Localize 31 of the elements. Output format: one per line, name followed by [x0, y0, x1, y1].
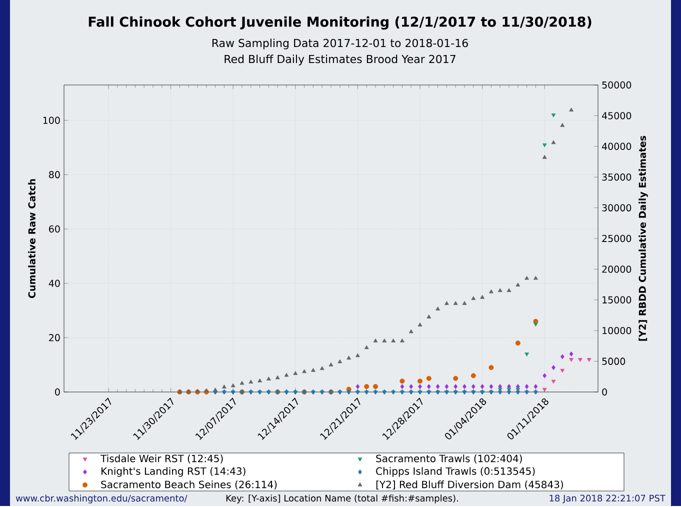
y-tick-label: 60 [49, 226, 60, 233]
y2-axis-title: [Y2] RBDD Cumulative Daily Estimates [638, 136, 648, 341]
text: 18 Jan 2018 22:21:07 PST [550, 494, 666, 504]
y2-tick-label: 45000 [602, 112, 632, 120]
legend-label: Chipps Island Trawls (0:513545) [376, 467, 535, 477]
y2-tick-label: 30000 [602, 204, 632, 212]
y2-tick-label: 40000 [602, 142, 632, 150]
legend-label: Sacramento Beach Seines (26:114) [101, 480, 277, 490]
y2-tick-label: 0 [602, 388, 607, 396]
y-tick-label: 20 [49, 334, 60, 342]
y2-tick-label: 50000 [602, 82, 632, 89]
y2-tick-label: 25000 [602, 235, 632, 242]
text: www.cbr.washington.edu/sacramento/ [16, 494, 188, 504]
y-tick-label: 100 [43, 116, 60, 124]
y-tick-label: 40 [48, 280, 60, 288]
text: Key: [Y-axis] Location Name (total #fish:#samples). [226, 494, 458, 504]
legend-label: Knight's Landing RST (14:43) [102, 467, 246, 477]
text: Red Bluff Daily Estimates Brood Year 2017 [224, 54, 456, 66]
legend-label: [Y2] Red Bluff Diversion Dam (45843) [376, 480, 563, 490]
chart-title: Fall Chinook Cohort Juvenile Monitoring (12/1/2017 to 11/30/2018) [88, 16, 592, 30]
y2-tick-label: 20000 [602, 266, 632, 273]
y-tick-label: 0 [55, 388, 60, 396]
legend-label: Tisdale Weir RST (12:45) [100, 454, 223, 464]
y2-tick-label: 10000 [602, 327, 632, 334]
y2-tick-label: 35000 [602, 174, 632, 181]
text: Raw Sampling Data 2017-12-01 to 2018-01-16 [212, 38, 468, 50]
y-tick-label: 80 [49, 171, 60, 178]
legend-label: Sacramento Trawls (102:404) [376, 454, 522, 464]
y-axis-title: Cumulative Raw Catch [28, 179, 36, 298]
y2-tick-label: 5000 [602, 358, 626, 366]
y2-tick-label: 15000 [602, 296, 632, 304]
